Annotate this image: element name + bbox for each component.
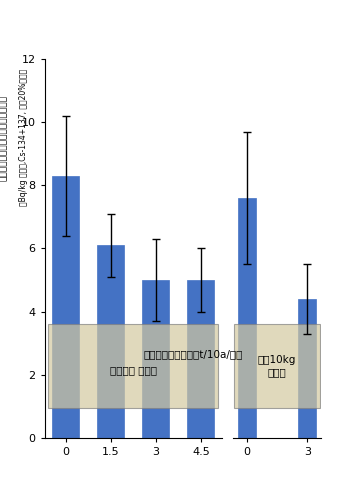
Text: たい肥連年施用量（t/10a/作）: たい肥連年施用量（t/10a/作） [143,349,242,359]
Bar [97,246,124,438]
Bar [142,280,169,438]
Bar [238,198,256,438]
Bar [298,299,316,438]
FancyBboxPatch shape [235,324,320,407]
Bar [52,176,79,438]
Bar [187,280,215,438]
FancyBboxPatch shape [48,324,218,407]
Text: トウモロコシの放射性セシウム濃度: トウモロコシの放射性セシウム濃度 [0,95,8,181]
Text: カリ10kg
施用区: カリ10kg 施用区 [258,355,296,377]
Text: カリ施用 なし区: カリ施用 なし区 [110,365,157,375]
Text: （Bq/kg 新鮮物,Cs-134+137, 乾物20%換算）: （Bq/kg 新鮮物,Cs-134+137, 乾物20%換算） [19,69,28,206]
